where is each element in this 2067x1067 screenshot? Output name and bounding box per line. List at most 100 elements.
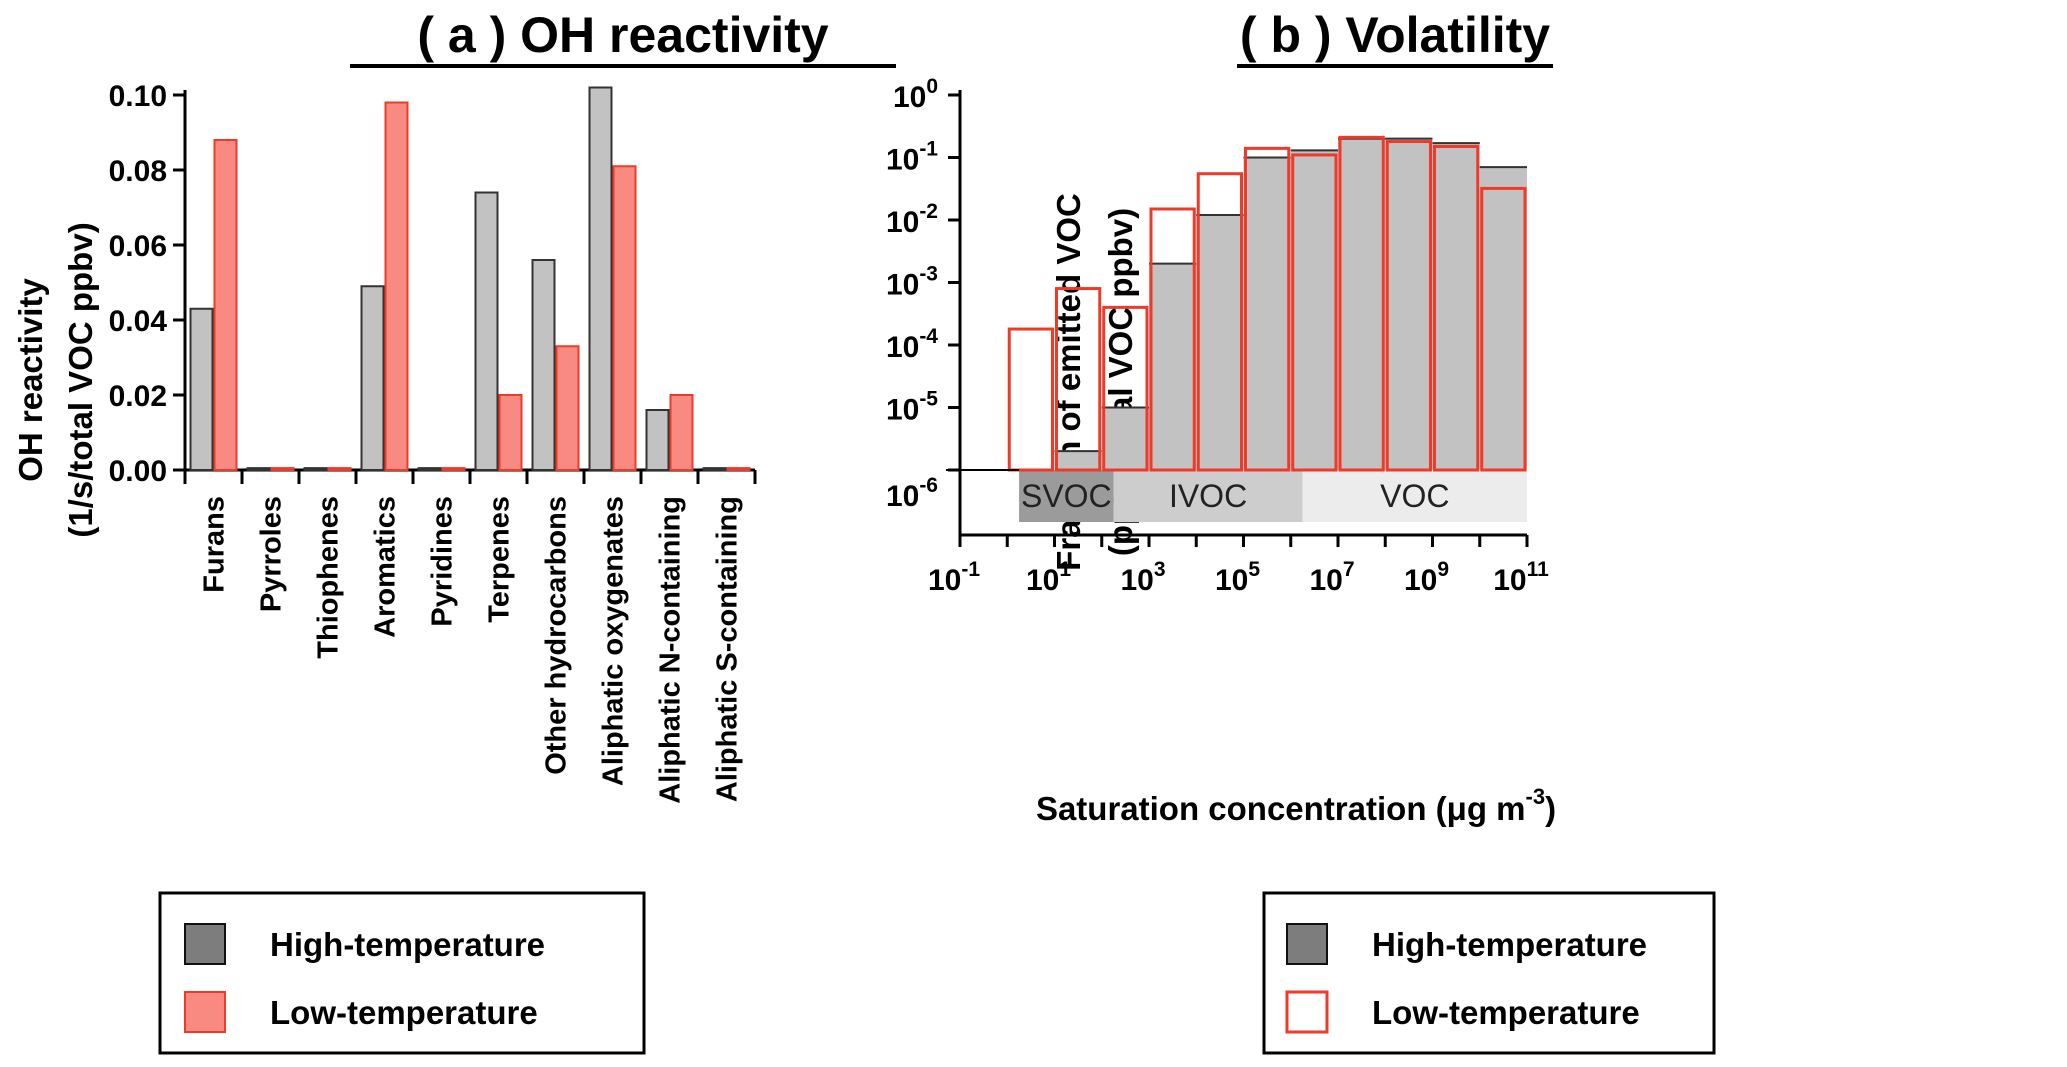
- panel-b-volatility: ( b ) Volatility Fraction of emitted VOC…: [886, 7, 1716, 1055]
- hist-high-temperature-bin-2: [1101, 407, 1149, 470]
- panel-b-x-tick-label: 107: [1309, 558, 1354, 597]
- panel-a-y-tick-label: 0.04: [109, 305, 168, 338]
- panel-b-axes: 10-6 10-5 10-4 10-3 10-2 10-1 100 10-1 101 103 105…: [886, 75, 1549, 597]
- hist-high-temperature-bin-8: [1385, 138, 1433, 471]
- bar-high-temperature-aliphatic-s-containing: [702, 467, 727, 471]
- panel-b-title: ( b ) Volatility: [1240, 7, 1550, 63]
- panel-b-y-tick-label: 10-6: [886, 474, 938, 513]
- panel-b-y-tick-label: 10-2: [886, 200, 938, 239]
- hist-low-temperature-bin-7: [1338, 135, 1385, 472]
- hist-high-temperature-bin-1: [1054, 451, 1102, 470]
- panel-b-y-tick-label: 10-3: [886, 263, 938, 302]
- bar-low-temperature-aromatics: [384, 101, 409, 471]
- panel-a-ylabel-line2: (1/s/total VOC ppbv): [62, 222, 99, 537]
- panel-a-legend-box: [158, 891, 646, 1055]
- panel-a-oh-reactivity: ( a ) OH reactivity OH reactivity (1/s/t…: [12, 7, 896, 1055]
- bar-high-temperature-pyrroles: [246, 467, 271, 471]
- category-label-aliphatic-s-containing: Aliphatic S-containing: [712, 496, 744, 802]
- bar-high-temperature-terpenes: [474, 191, 499, 471]
- bar-low-temperature-aliphatic-s-containing: [726, 467, 751, 471]
- category-label-aliphatic-n-containing: Aliphatic N-containing: [655, 496, 687, 804]
- panel-b-xlabel: Saturation concentration (μg m-3): [1036, 784, 1556, 827]
- category-label-aliphatic-oxygenates: Aliphatic oxygenates: [598, 496, 630, 786]
- region-band-voc: [1302, 470, 1527, 522]
- hist-high-temperature-bin-10: [1479, 167, 1527, 470]
- region-label-ivoc: IVOC: [1169, 478, 1247, 514]
- legend-swatch-high-temperature: [184, 923, 226, 965]
- panel-b-bars-high-temperature: [1054, 137, 1527, 471]
- bar-high-temperature-other-hydrocarbons: [531, 259, 556, 471]
- hist-high-temperature-bin-3: [1149, 263, 1197, 470]
- panel-a-category-labels: Furans Pyrroles Thiophenes Aromatics Pyridin…: [199, 496, 744, 804]
- category-label-other-hydrocarbons: Other hydrocarbons: [541, 496, 573, 775]
- hist-high-temperature-bin-7: [1338, 138, 1386, 471]
- legend-b-swatch-high-temperature: [1286, 923, 1328, 965]
- hist-low-temperature-bin-2: [1102, 305, 1149, 472]
- bar-high-temperature-aliphatic-n-containing: [645, 409, 670, 471]
- panel-a-y-tick-label: 0.06: [109, 230, 167, 263]
- category-label-pyrroles: Pyrroles: [256, 496, 288, 612]
- legend-label-high-temperature: High-temperature: [270, 926, 545, 963]
- panel-a-bars: [189, 86, 751, 471]
- region-band-svoc: [1019, 470, 1114, 522]
- bar-low-temperature-aliphatic-oxygenates: [612, 165, 637, 471]
- legend-swatch-low-temperature: [184, 991, 226, 1033]
- hist-low-temperature-bin-3: [1149, 207, 1196, 472]
- category-label-terpenes: Terpenes: [484, 496, 516, 623]
- panel-b-x-tick-label: 103: [1120, 558, 1165, 597]
- region-label-voc: VOC: [1380, 478, 1449, 514]
- category-label-thiophenes: Thiophenes: [313, 496, 345, 659]
- panel-b-x-tick-label: 109: [1404, 558, 1449, 597]
- hist-high-temperature-bin-6: [1290, 150, 1338, 470]
- hist-low-temperature-bin-0: [1007, 327, 1054, 472]
- hist-high-temperature-bin-9: [1432, 143, 1480, 471]
- bar-low-temperature-terpenes: [498, 394, 523, 471]
- bar-low-temperature-pyridines: [441, 467, 466, 471]
- bar-low-temperature-thiophenes: [327, 467, 352, 471]
- panel-b-x-tick-label: 105: [1215, 558, 1260, 597]
- panel-b-x-tick-label: 10-1: [928, 558, 980, 597]
- category-label-pyridines: Pyridines: [427, 496, 459, 627]
- hist-high-temperature-bin-5: [1243, 157, 1291, 470]
- panel-a-axes: 0.00 0.02 0.04 0.06 0.08 0.10: [109, 80, 757, 488]
- category-label-aromatics: Aromatics: [370, 496, 402, 638]
- hist-low-temperature-bin-1: [1055, 287, 1102, 472]
- panel-a-legend: High-temperature Low-temperature: [158, 891, 646, 1055]
- region-band-ivoc: [1113, 470, 1303, 522]
- panel-a-y-tick-label: 0.08: [109, 155, 167, 188]
- panel-b-y-tick-label: 10-4: [886, 325, 938, 364]
- panel-b-legend-box: [1262, 891, 1716, 1055]
- bar-high-temperature-aromatics: [360, 285, 385, 471]
- panel-b-y-tick-label: 10-1: [886, 138, 938, 177]
- panel-b-legend: High-temperature Low-temperature: [1262, 891, 1716, 1055]
- panel-a-y-tick-label: 0.02: [109, 380, 167, 413]
- bar-low-temperature-pyrroles: [270, 467, 295, 471]
- hist-low-temperature-bin-10: [1480, 186, 1527, 472]
- bar-high-temperature-thiophenes: [303, 467, 328, 471]
- bar-low-temperature-aliphatic-n-containing: [669, 394, 694, 471]
- hist-low-temperature-bin-8: [1385, 140, 1432, 472]
- legend-b-label-high-temperature: High-temperature: [1372, 926, 1647, 963]
- hist-low-temperature-bin-6: [1291, 153, 1338, 472]
- hist-low-temperature-bin-5: [1244, 146, 1291, 472]
- panel-a-ylabel-line1: OH reactivity: [12, 278, 49, 482]
- category-label-furans: Furans: [199, 496, 231, 593]
- panel-a-y-tick-label: 0.00: [109, 455, 167, 488]
- bar-low-temperature-other-hydrocarbons: [555, 345, 580, 471]
- hist-low-temperature-bin-9: [1433, 144, 1480, 472]
- bar-high-temperature-furans: [189, 307, 214, 471]
- hist-high-temperature-bin-4: [1196, 215, 1244, 470]
- panel-a-y-tick-label: 0.10: [109, 80, 167, 113]
- panel-b-volatility-regions: SVOC IVOC VOC: [1019, 470, 1527, 522]
- panel-b-bars-low-temperature: [1007, 135, 1527, 472]
- bar-high-temperature-pyridines: [417, 467, 442, 471]
- legend-b-swatch-low-temperature: [1285, 990, 1329, 1034]
- bar-high-temperature-aliphatic-oxygenates: [588, 86, 613, 471]
- region-label-svoc: SVOC: [1021, 478, 1112, 514]
- panel-b-x-tick-label: 1011: [1493, 558, 1549, 597]
- panel-a-title: ( a ) OH reactivity: [417, 7, 828, 63]
- hist-low-temperature-bin-4: [1196, 172, 1243, 472]
- bar-low-temperature-furans: [213, 139, 238, 471]
- panel-b-y-tick-label: 100: [893, 75, 938, 114]
